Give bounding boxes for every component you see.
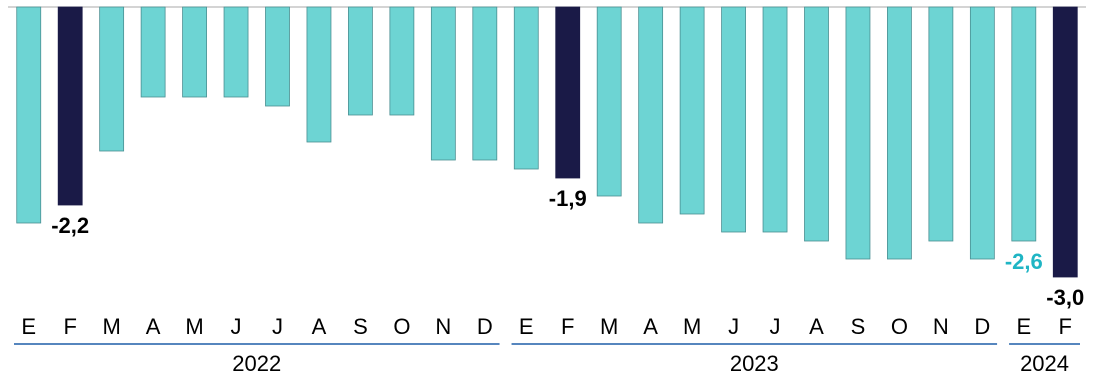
bar-25: [1052, 6, 1078, 278]
month-label-7: A: [312, 314, 327, 339]
bar-4: [182, 6, 207, 98]
month-label-4: M: [185, 314, 203, 339]
month-label-12: E: [519, 314, 534, 339]
data-labels-group: -2,2 -1,9 -2,6-3,0: [51, 186, 1084, 310]
bar-0: [16, 6, 42, 224]
month-label-20: S: [851, 314, 866, 339]
bar-17: [721, 6, 746, 233]
month-label-18: J: [770, 314, 781, 339]
bar-15: [638, 6, 664, 224]
month-label-8: S: [353, 314, 368, 339]
bar-20: [845, 6, 871, 260]
year-label-2023: 2023: [730, 351, 779, 376]
month-label-23: D: [974, 314, 990, 339]
bar-9: [389, 6, 415, 116]
bar-21: [887, 6, 912, 260]
bar-3: [140, 6, 166, 98]
bar-16: [679, 6, 705, 215]
month-label-15: A: [643, 314, 658, 339]
year-groups: 2022 2023 2024: [14, 343, 1080, 376]
bar-7: [306, 6, 332, 143]
bar-5: [223, 6, 249, 98]
bar-8: [348, 6, 373, 116]
bar-1: [57, 6, 83, 206]
month-label-16: M: [683, 314, 701, 339]
month-label-11: D: [477, 314, 493, 339]
month-label-9: O: [393, 314, 410, 339]
bar-22: [928, 6, 954, 242]
month-label-21: O: [891, 314, 908, 339]
year-label-2024: 2024: [1020, 351, 1069, 376]
bar-12: [513, 6, 539, 170]
month-label-3: A: [146, 314, 161, 339]
data-label-25: -3,0: [1046, 285, 1084, 310]
bar-2: [99, 6, 125, 152]
month-label-19: A: [809, 314, 824, 339]
bar-23: [969, 6, 995, 260]
month-label-25: F: [1059, 314, 1072, 339]
bar-18: [762, 6, 788, 233]
bar-24: [1011, 6, 1037, 242]
month-label-22: N: [933, 314, 949, 339]
month-label-17: J: [728, 314, 739, 339]
month-label-24: E: [1016, 314, 1031, 339]
month-label-1: F: [63, 314, 76, 339]
month-label-5: J: [231, 314, 242, 339]
data-label-1: -2,2: [51, 213, 89, 238]
bar-14: [596, 6, 622, 197]
month-label-6: J: [272, 314, 283, 339]
month-label-10: N: [435, 314, 451, 339]
bars-group: [16, 6, 1078, 278]
bar-13: [555, 6, 581, 179]
month-label-2: M: [102, 314, 120, 339]
year-label-2022: 2022: [232, 351, 281, 376]
month-label-0: E: [21, 314, 36, 339]
data-label-13: -1,9: [549, 186, 587, 211]
bar-6: [265, 6, 290, 107]
bar-19: [804, 6, 829, 242]
month-label-13: F: [561, 314, 574, 339]
bar-10: [430, 6, 456, 161]
data-label-24: -2,6: [1005, 249, 1043, 274]
bar-11: [472, 6, 498, 161]
month-label-14: M: [600, 314, 618, 339]
